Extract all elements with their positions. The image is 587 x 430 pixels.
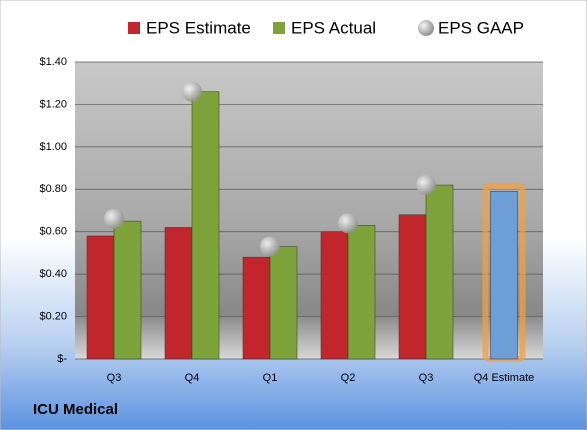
y-tick-label: $- [57, 353, 67, 365]
bar [425, 184, 454, 360]
marker [104, 208, 124, 229]
legend-label: EPS GAAP [438, 18, 524, 37]
bar [347, 225, 376, 360]
x-tick-label: Q4 Estimate [474, 372, 535, 384]
marker [338, 213, 358, 234]
bar [320, 231, 349, 360]
y-tick-label: $0.80 [39, 183, 67, 195]
bar [242, 256, 271, 360]
x-tick-label: Q4 [185, 372, 200, 384]
legend-marker [128, 22, 140, 34]
marker [260, 236, 280, 257]
bar [164, 227, 193, 360]
bar [269, 246, 298, 360]
plot-area [75, 62, 543, 359]
y-tick-label: $0.40 [39, 268, 67, 280]
y-tick-label: $0.20 [39, 310, 67, 322]
bar [191, 91, 220, 360]
bar [490, 191, 518, 360]
bar [113, 220, 142, 360]
x-tick-label: Q2 [341, 372, 356, 384]
x-tick-label: Q1 [263, 372, 278, 384]
bar [398, 214, 427, 360]
x-tick-label: Q3 [107, 372, 122, 384]
y-tick-label: $1.40 [39, 56, 67, 68]
chart-title: ICU Medical [33, 401, 118, 418]
legend-label: EPS Actual [291, 18, 376, 37]
y-tick-label: $1.20 [39, 98, 67, 110]
marker [182, 81, 202, 102]
bar [86, 235, 115, 360]
x-tick-label: Q3 [419, 372, 434, 384]
y-tick-label: $1.00 [39, 141, 67, 153]
marker [416, 175, 436, 196]
legend-marker [273, 22, 285, 34]
legend-label: EPS Estimate [146, 18, 251, 37]
y-tick-label: $0.60 [39, 226, 67, 238]
legend-marker [418, 20, 434, 36]
